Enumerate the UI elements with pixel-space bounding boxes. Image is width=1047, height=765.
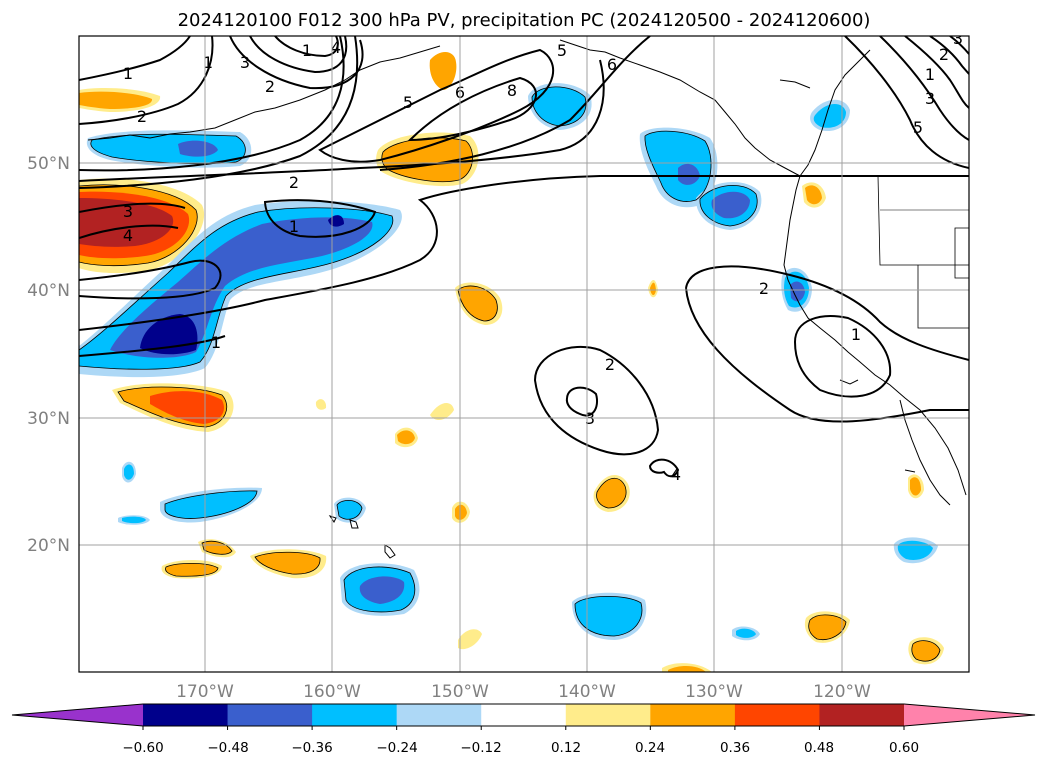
pv-label: 3	[925, 89, 935, 108]
pv-label: 4	[331, 38, 341, 57]
colorbar-tick-labels: −0.60 −0.48 −0.36 −0.24 −0.12 0.12 0.24 …	[122, 740, 919, 756]
colorbar-tick-label: −0.36	[291, 740, 332, 756]
pc-outline-contours	[79, 86, 941, 662]
colorbar-swatch	[312, 704, 398, 726]
colorbar-extend-max	[904, 704, 1035, 726]
pv-label: 8	[507, 81, 517, 100]
pv-label: 1	[203, 53, 213, 72]
colorbar-tick-label: 0.60	[889, 740, 919, 756]
pv-label: 1	[123, 64, 133, 83]
latitude-labels: 50°N 40°N 30°N 20°N	[27, 154, 70, 556]
pv-label: 5	[913, 118, 923, 137]
colorbar-swatch	[227, 704, 313, 726]
colorbar-tick-label: −0.24	[376, 740, 417, 756]
pv-label: 2	[289, 173, 299, 192]
pv-label: 3	[240, 53, 250, 72]
pv-contours	[79, 36, 969, 478]
longitude-labels: 170°W 160°W 150°W 140°W 130°W 120°W	[176, 682, 871, 702]
pv-label: 1	[211, 333, 221, 352]
pv-label: 5	[403, 93, 413, 112]
pv-label: 3	[953, 29, 963, 48]
lon-tick-label: 130°W	[685, 682, 743, 702]
pv-label: 4	[671, 465, 681, 484]
pv-label: 5	[557, 41, 567, 60]
colorbar-tick-label: 0.36	[720, 740, 750, 756]
lat-tick-label: 50°N	[27, 154, 70, 174]
lon-tick-label: 170°W	[176, 682, 234, 702]
pv-label: 2	[939, 45, 949, 64]
pv-label: 2	[605, 355, 615, 374]
colorbar-tick-label: 0.48	[804, 740, 834, 756]
colorbar-tick-label: −0.60	[122, 740, 163, 756]
colorbar-swatch	[396, 704, 482, 726]
lon-tick-label: 150°W	[431, 682, 489, 702]
lon-tick-label: 140°W	[558, 682, 616, 702]
colorbar-swatch	[565, 704, 651, 726]
pv-label: 1	[851, 325, 861, 344]
colorbar-swatch	[734, 704, 820, 726]
lat-tick-label: 40°N	[27, 281, 70, 301]
colorbar-tick-label: −0.48	[207, 740, 248, 756]
pv-label: 1	[302, 41, 312, 60]
colorbar-swatch	[650, 704, 736, 726]
pv-label: 1	[925, 65, 935, 84]
pv-label: 1	[289, 217, 299, 236]
pv-label: 2	[265, 77, 275, 96]
lat-tick-label: 30°N	[27, 409, 70, 429]
pv-label: 4	[123, 226, 133, 245]
map-panel: 1 2 3 4 5 6 8 1 2 1 2 3 1 1 2 1 2 3 4 5	[27, 29, 970, 702]
pv-label: 2	[137, 107, 147, 126]
colorbar-extend-min	[12, 704, 143, 726]
colorbar-tick-label: −0.12	[460, 740, 501, 756]
pv-label: 6	[607, 55, 617, 74]
negative-pc-areas	[79, 83, 938, 641]
colorbar: −0.60 −0.48 −0.36 −0.24 −0.12 0.12 0.24 …	[11, 703, 1036, 756]
lat-tick-label: 20°N	[27, 536, 70, 556]
colorbar-tick-label: 0.12	[551, 740, 581, 756]
colorbar-swatch	[143, 704, 229, 726]
colorbar-swatches	[11, 703, 1036, 730]
lon-tick-label: 120°W	[813, 682, 871, 702]
figure-title: 2024120100 F012 300 hPa PV, precipitatio…	[178, 10, 871, 31]
lon-tick-label: 160°W	[303, 682, 361, 702]
pv-label: 2	[759, 279, 769, 298]
colorbar-tick-label: 0.24	[635, 740, 665, 756]
pv-label: 3	[123, 202, 133, 221]
map-frame	[78, 35, 970, 673]
colorbar-swatch	[481, 704, 567, 726]
gridlines	[79, 36, 969, 672]
colorbar-swatch	[819, 704, 905, 726]
